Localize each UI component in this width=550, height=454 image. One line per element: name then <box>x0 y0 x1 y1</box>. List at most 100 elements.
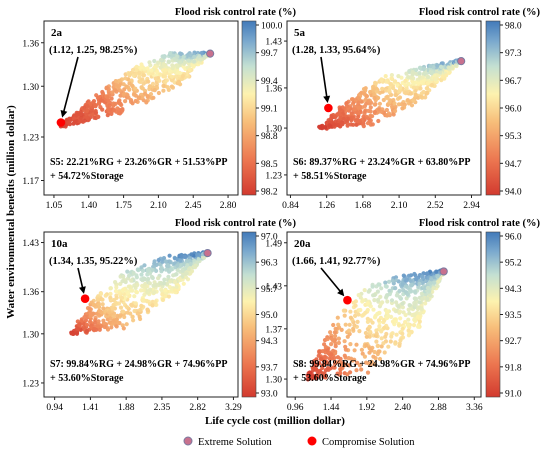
scatter-point <box>419 80 424 85</box>
x-tick-label: 1.75 <box>115 201 132 211</box>
colorbar: Flood risk control rate (%) 98.0 97.3 96.7 9… <box>419 7 541 198</box>
scatter-point <box>134 290 140 295</box>
scatter-point <box>393 79 398 84</box>
scatter-point <box>366 99 371 104</box>
scatter-point <box>107 310 112 315</box>
scatter-point <box>96 302 101 308</box>
scatter-point <box>347 328 352 333</box>
scatter-point <box>138 79 143 84</box>
scatter-point <box>336 123 341 128</box>
scatter-point <box>379 336 384 341</box>
x-tick-label: 1.44 <box>323 403 340 413</box>
scatter-point <box>131 92 137 97</box>
scatter-point <box>168 260 173 265</box>
scatter-point <box>96 101 101 106</box>
scatter-point <box>175 54 180 59</box>
scatter-point <box>103 293 108 298</box>
scatter-point <box>426 289 432 294</box>
scatter-point <box>166 59 171 64</box>
colorbar-title: Flood risk control rate (%) <box>175 7 297 18</box>
colorbar-tick-label: 99.1 <box>261 105 278 115</box>
scatter-point <box>382 350 387 355</box>
scatter-point <box>152 88 157 93</box>
scatter-point <box>327 123 332 128</box>
scatter-point <box>84 322 90 327</box>
scatter-point <box>372 349 377 355</box>
scatter-point <box>323 355 328 360</box>
scatter-point <box>117 78 122 83</box>
scatter-point <box>329 120 334 125</box>
scatter-point <box>338 367 343 372</box>
scatter-point <box>186 58 191 63</box>
scatter-point <box>387 100 392 105</box>
scatter-point <box>121 326 126 331</box>
colorbar-tick-label: 94.3 <box>505 285 522 295</box>
scatter-point <box>378 302 383 307</box>
compromise-solution-point <box>324 103 333 113</box>
scatter-point <box>175 64 180 69</box>
scatter-point <box>151 264 156 269</box>
scatter-point <box>114 324 119 329</box>
scatter-point <box>400 331 405 336</box>
scatter-point <box>365 370 371 375</box>
scatter-point <box>377 356 383 362</box>
scatter-point <box>406 81 411 86</box>
scatter-point <box>154 262 159 267</box>
scatter-point <box>391 112 396 117</box>
scatter-point <box>108 295 113 300</box>
scatter-point <box>133 72 138 77</box>
scatter-point <box>114 285 119 290</box>
colorbar: Flood risk control rate (%) 100.0 99.7 99.4… <box>175 7 297 198</box>
scatter-point <box>113 289 119 294</box>
scatter-point <box>320 349 325 354</box>
scatter-point <box>453 63 458 68</box>
scatter-point <box>337 107 342 112</box>
scatter-point <box>141 73 146 78</box>
scatter-point <box>109 325 114 330</box>
scatter-point <box>100 297 105 302</box>
scatter-point <box>361 91 366 96</box>
scatter-point <box>394 300 399 305</box>
scatter-point <box>379 329 384 334</box>
scatter-point <box>347 322 352 327</box>
scatter-point <box>106 98 111 103</box>
scatter-point <box>417 281 422 286</box>
scatter-point <box>148 287 153 292</box>
scatter-point <box>405 292 410 297</box>
scatter-point <box>401 288 406 293</box>
scatter-points <box>58 50 211 129</box>
x-tick-label: 2.94 <box>463 201 480 211</box>
scatter-point <box>384 295 389 300</box>
scatter-point <box>379 77 384 83</box>
scatter-point <box>146 79 151 84</box>
scatter-point <box>178 258 183 263</box>
annotation-arrow-head <box>78 286 86 294</box>
scatter-point <box>133 86 138 91</box>
scatter-point <box>134 68 139 73</box>
scatter-point <box>401 273 406 278</box>
scatter-point <box>98 98 103 103</box>
scatter-point <box>389 76 394 81</box>
scatter-point <box>393 309 398 314</box>
scatter-point <box>359 347 364 352</box>
scatter-point <box>323 345 328 350</box>
scatter-point <box>364 360 369 365</box>
scatter-point <box>405 98 410 103</box>
scatter-point <box>345 334 350 339</box>
scatter-point <box>328 330 333 335</box>
scatter-point <box>155 70 160 75</box>
scatter-point <box>397 343 402 348</box>
scatter-point <box>120 279 125 284</box>
scatter-point <box>182 60 188 65</box>
scatter-point <box>403 83 408 88</box>
scatter-point <box>166 263 171 268</box>
scatter-point <box>372 109 377 114</box>
scatter-point <box>335 315 340 320</box>
scatter-point <box>382 325 387 330</box>
scheme-text-line2: + 53.60%Storage <box>293 373 367 384</box>
scatter-point <box>157 78 162 83</box>
legend-marker-extreme <box>183 436 193 446</box>
compromise-solution-point <box>80 294 90 304</box>
x-tick-label: 0.94 <box>46 403 63 413</box>
scatter-point <box>179 254 184 259</box>
